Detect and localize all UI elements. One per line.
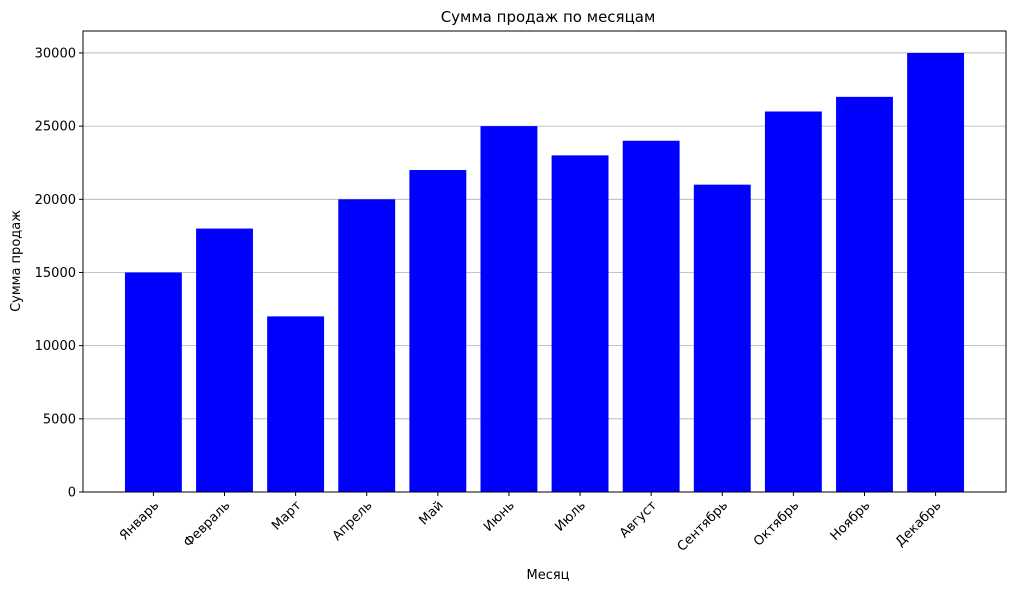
y-axis-label: Сумма продаж: [9, 210, 24, 312]
bar: [124, 272, 182, 492]
x-tick-label: Май: [417, 498, 447, 528]
x-tick-label: Июль: [552, 498, 589, 535]
x-tick-label: Октябрь: [751, 498, 802, 549]
bar: [267, 316, 325, 492]
x-tick-label: Апрель: [330, 498, 376, 544]
bar: [196, 228, 253, 493]
x-tick-label: Август: [617, 498, 660, 541]
bar: [622, 140, 680, 492]
bar: [409, 170, 467, 493]
x-tick-label: Декабрь: [893, 498, 945, 550]
x-axis-label: Месяц: [526, 568, 569, 583]
bar: [907, 52, 965, 492]
bar: [338, 199, 396, 493]
y-tick-label: 5000: [43, 412, 76, 427]
plot-frame: [82, 30, 1007, 493]
y-tick-label: 20000: [35, 193, 76, 208]
x-tick-label: Июнь: [481, 498, 518, 535]
x-tick-label: Сентябрь: [675, 498, 732, 555]
x-tick-label: Январь: [117, 498, 162, 543]
y-tick-label: 0: [68, 486, 76, 501]
x-tick-label: Март: [269, 498, 305, 534]
bar: [551, 155, 609, 492]
bar: [693, 184, 751, 492]
chart-title: Сумма продаж по месяцам: [441, 8, 656, 26]
bar: [480, 126, 538, 492]
x-tick-label: Февраль: [181, 498, 233, 550]
bar: [764, 111, 822, 492]
y-tick-label: 15000: [35, 266, 76, 281]
y-tick-label: 10000: [35, 339, 76, 354]
x-tick-label: Ноябрь: [828, 498, 874, 544]
bar: [836, 96, 893, 492]
y-tick-label: 25000: [35, 120, 76, 135]
y-tick-label: 30000: [35, 46, 76, 61]
